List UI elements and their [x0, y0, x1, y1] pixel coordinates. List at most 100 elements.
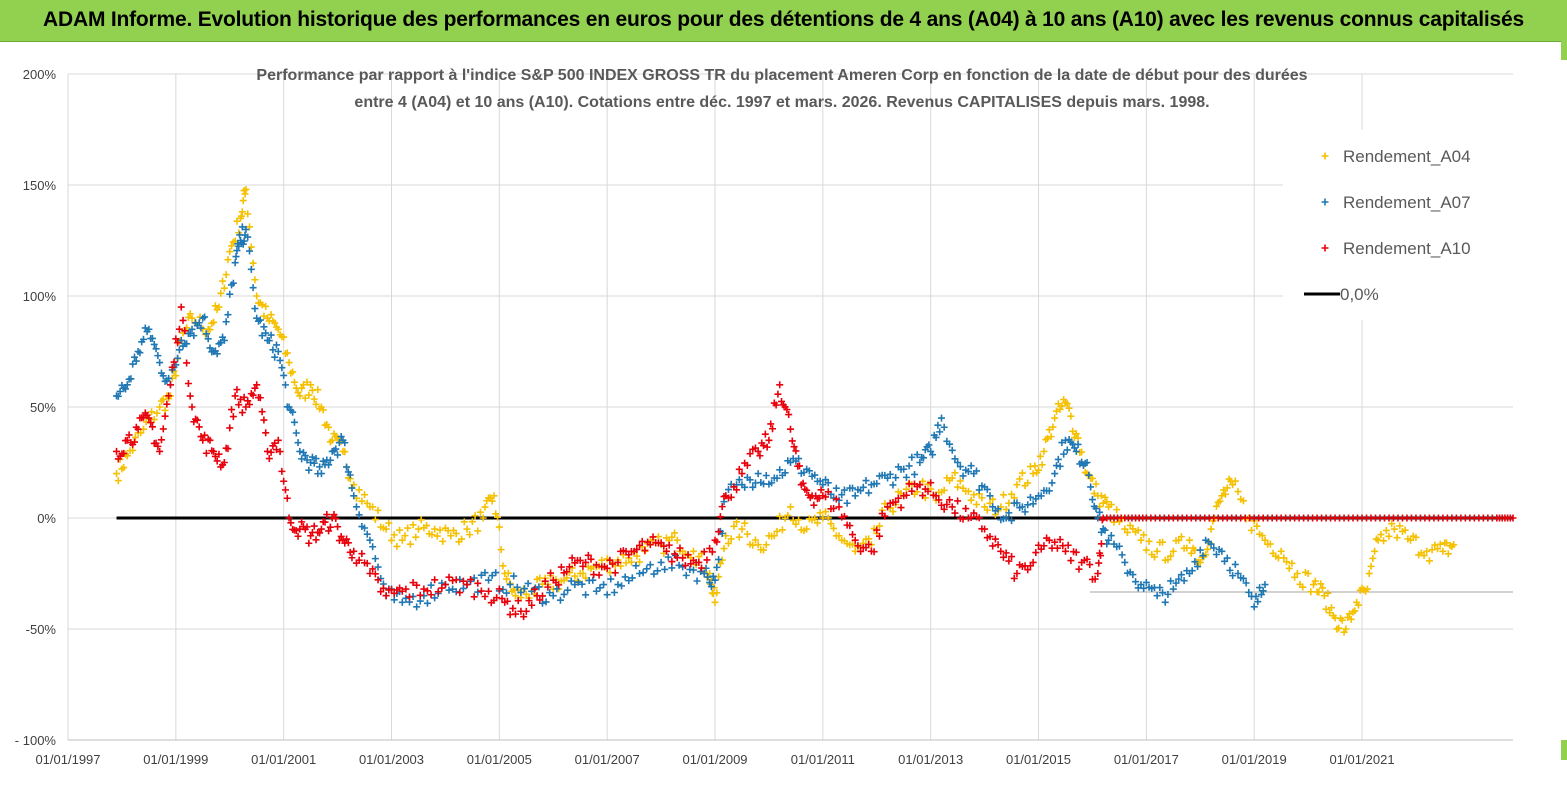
data-point [1052, 407, 1060, 415]
data-point [1167, 552, 1175, 560]
data-point [350, 547, 358, 555]
data-point [679, 554, 687, 562]
data-point [727, 535, 735, 543]
data-point [840, 486, 848, 494]
data-point [1248, 526, 1255, 534]
data-point [314, 386, 322, 394]
data-point [206, 344, 214, 352]
data-point [892, 498, 900, 506]
data-point [289, 368, 297, 376]
data-point [238, 223, 246, 231]
data-point [201, 313, 209, 321]
data-point [684, 551, 692, 559]
data-point [186, 310, 194, 318]
data-point [843, 499, 851, 507]
data-point [1231, 560, 1239, 568]
data-point [1037, 492, 1045, 500]
data-point [120, 464, 128, 472]
data-point [810, 501, 818, 509]
data-point [724, 486, 732, 494]
data-point [441, 581, 449, 589]
data-point [785, 411, 793, 419]
data-point [544, 583, 552, 591]
legend-marker [1321, 244, 1329, 252]
data-point [1304, 570, 1312, 578]
data-point [1172, 579, 1180, 587]
data-point [832, 495, 840, 503]
data-point [654, 567, 662, 575]
data-point [1097, 528, 1105, 536]
data-point [1191, 558, 1199, 566]
data-point [463, 581, 471, 589]
data-point [1261, 581, 1269, 589]
data-point [959, 472, 967, 480]
data-point [452, 530, 460, 538]
data-point [1074, 434, 1082, 442]
data-point [272, 341, 280, 349]
data-point [148, 408, 156, 416]
data-point [420, 585, 428, 593]
data-point [154, 352, 162, 360]
data-point [281, 381, 289, 389]
data-point [989, 542, 997, 550]
data-point [150, 340, 158, 348]
data-point [503, 575, 511, 583]
data-point [1010, 574, 1018, 582]
data-point [183, 359, 191, 367]
data-point [114, 392, 122, 400]
data-point [584, 551, 592, 559]
data-point [951, 469, 959, 477]
data-point [709, 572, 717, 580]
data-point [334, 523, 342, 531]
data-point [253, 381, 261, 389]
data-point [1229, 572, 1237, 580]
data-point [803, 525, 811, 533]
data-point [641, 546, 649, 554]
data-point [428, 531, 436, 539]
data-point [1345, 610, 1353, 618]
data-point [513, 583, 521, 591]
data-point [718, 503, 726, 511]
data-point [603, 564, 611, 572]
data-point [1024, 479, 1032, 487]
data-point [1229, 481, 1237, 489]
data-point [244, 397, 252, 405]
data-point [298, 518, 306, 526]
data-point [184, 313, 192, 321]
data-point [571, 581, 579, 589]
data-point [763, 443, 771, 451]
data-point [481, 503, 489, 511]
data-point [412, 533, 420, 541]
data-point [459, 577, 467, 585]
data-point [565, 563, 573, 571]
data-point [299, 381, 307, 389]
data-point [1048, 479, 1056, 487]
data-point [595, 571, 603, 579]
data-point [129, 360, 137, 368]
series-Rendement_A10 [113, 303, 1517, 621]
data-point [1051, 470, 1059, 478]
data-point [326, 456, 334, 464]
data-point [371, 570, 379, 578]
data-point [916, 459, 924, 466]
data-point [280, 333, 288, 341]
data-point [774, 390, 782, 398]
data-point [1250, 603, 1258, 611]
data-point [470, 574, 478, 582]
data-point [272, 446, 280, 454]
data-point [835, 503, 843, 511]
data-point [224, 311, 232, 319]
data-point [1159, 538, 1167, 546]
data-point [202, 330, 210, 338]
data-point [720, 545, 728, 553]
data-point [1016, 475, 1024, 483]
data-point [1371, 547, 1379, 555]
data-point [488, 572, 496, 580]
data-point [787, 425, 794, 433]
data-point [423, 599, 431, 607]
data-point [136, 349, 144, 357]
data-point [919, 492, 927, 500]
data-point [328, 436, 336, 444]
data-point [148, 423, 156, 431]
data-point [989, 495, 997, 503]
